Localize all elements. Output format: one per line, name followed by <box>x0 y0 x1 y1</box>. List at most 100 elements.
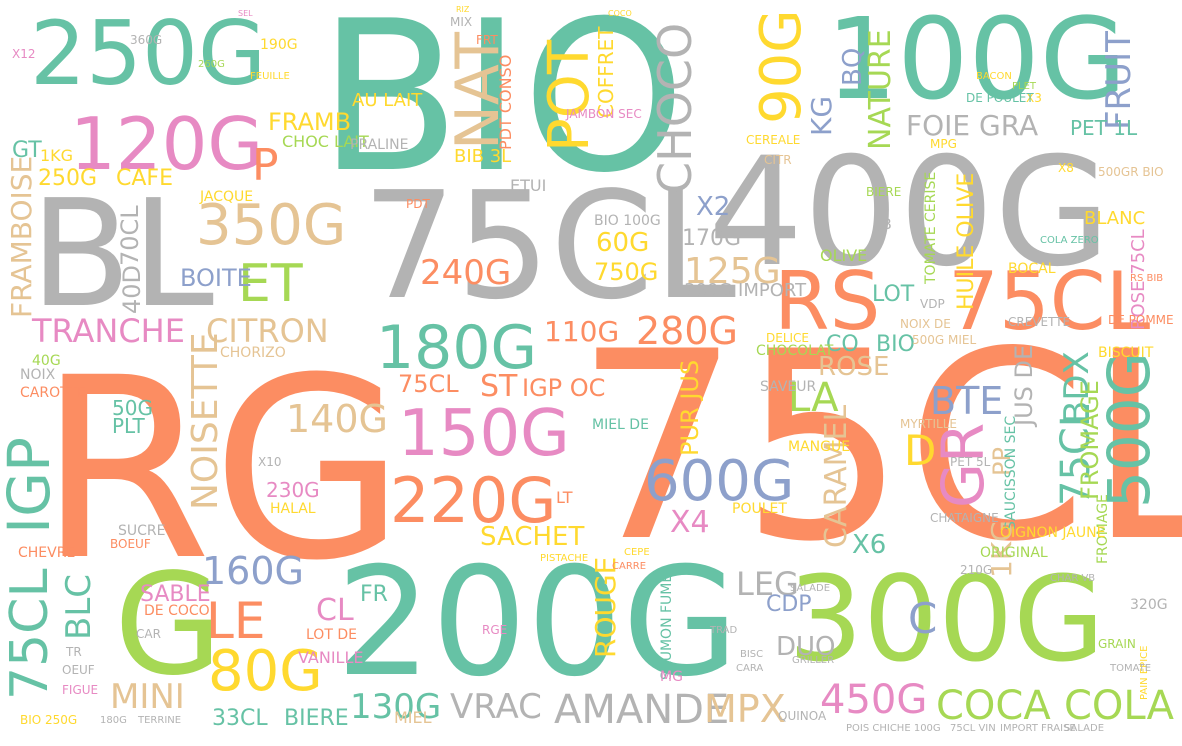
word-caramel: CARAMEL <box>819 404 854 548</box>
word-75cl-orange: 75CL <box>948 255 1151 348</box>
word-plt: PLT <box>112 414 145 438</box>
word-1kg-small: 1KG <box>40 146 74 165</box>
word-sachet: SACHET <box>480 522 585 552</box>
word-90g: 90G <box>749 9 814 124</box>
word-210g: 210G <box>960 563 993 577</box>
word-c: C <box>908 594 938 643</box>
word-cola: COLA <box>1064 683 1174 729</box>
word-coca: COCA <box>936 683 1051 729</box>
word-cara: CARA <box>736 663 764 674</box>
word-mangue: MANGUE <box>788 439 851 455</box>
word-etui: ETUI <box>510 176 547 195</box>
word-300g: 300G <box>788 550 1105 688</box>
word-choc-lait: CHOC LAIT <box>282 132 369 151</box>
word-jacque: JACQUE <box>200 189 254 205</box>
word-noix-de: NOIX DE <box>900 317 951 331</box>
word-et: ET <box>238 254 303 314</box>
word-original: ORIGINAL <box>980 545 1048 561</box>
word-salade: SALADE <box>790 583 831 594</box>
word-de-coco: DE COCO <box>144 603 210 619</box>
word-110g: 110G <box>544 315 620 348</box>
word-coco: COCO <box>608 9 632 18</box>
word-saucisson-sec: SAUCISSON SEC <box>1003 415 1019 530</box>
word-320g: 320G <box>1130 597 1168 613</box>
word-boite: BOITE <box>180 264 252 292</box>
word-mpx: MPX <box>704 687 786 731</box>
word-180g-bottom: 180G <box>100 715 127 726</box>
word-75cl-vin: 75CL VIN <box>950 723 996 734</box>
word-rg: RG <box>38 324 406 615</box>
word-125g: 125G <box>684 251 781 292</box>
word-pot: POT <box>537 39 602 152</box>
word-x10: X10 <box>258 455 282 469</box>
word-pois-chiche: POIS CHICHE 100G <box>846 723 941 734</box>
word-p: P <box>252 140 279 191</box>
word-rose: ROSE <box>818 352 890 382</box>
word-300g-import: 300G IMPORT <box>684 280 807 301</box>
word-170g: 170G <box>682 226 742 251</box>
word-co: CO <box>826 332 859 357</box>
word-saveur: SAVEUR <box>760 379 817 395</box>
word-x6: X6 <box>852 530 887 560</box>
word-bocal: BOCAL <box>1008 261 1056 277</box>
word-x8: X8 <box>1058 161 1074 175</box>
word-x4: X4 <box>670 505 710 540</box>
word-rge: RGE <box>482 623 508 637</box>
word-delice: DELICE <box>766 331 810 345</box>
word-blc: BLC <box>59 573 99 640</box>
word-bte: BTE <box>930 379 1004 423</box>
word-75cl-left: 75CL <box>0 568 60 700</box>
word-de-poulet: DE POULET <box>966 91 1034 105</box>
word-350g: 350G <box>196 193 347 258</box>
word-boeuf: BOEUF <box>110 537 151 551</box>
word-mpg: MPG <box>930 137 957 151</box>
word-g: G <box>114 544 223 707</box>
word-bio-small: BIO <box>876 332 915 357</box>
word-pet-1l: PET 1L <box>1070 116 1138 140</box>
word-leg: LEG <box>736 565 799 603</box>
word-bio-100g: BIO 100G <box>594 213 661 229</box>
word-sable: SABLE <box>140 582 211 607</box>
word-pdt-conso: PDT CONSO <box>496 54 515 150</box>
word-500g-miel: 500G MIEL <box>912 333 977 347</box>
word-carre: CARRE <box>612 561 647 572</box>
word-140g: 140G <box>286 397 388 441</box>
word-cepe: CEPE <box>624 547 650 558</box>
word-igp: IGP <box>0 436 63 534</box>
word-bq: BQ <box>838 47 868 86</box>
word-x3: X3 <box>1026 91 1042 105</box>
word-tomate: TOMATE <box>1110 663 1152 674</box>
word-bio-large: BIO <box>318 0 686 219</box>
word-70cl: 70CL <box>116 205 144 266</box>
word-coffret: COFFRET <box>594 26 618 118</box>
word-d: D <box>904 426 937 475</box>
word-fromage: FROMAGE <box>1076 380 1104 500</box>
word-trad: TRAD <box>710 625 738 636</box>
word-mini: MINI <box>110 677 185 717</box>
word-750g: 750G <box>594 258 659 286</box>
word-cereale: CEREALE <box>746 133 801 147</box>
word-chocolat: CHOCOLAT <box>756 343 834 359</box>
word-80g: 80G <box>208 639 323 704</box>
word-500g: 500G <box>1095 352 1163 508</box>
word-duo: DUO <box>776 632 836 662</box>
word-250g-small: 250G <box>38 166 98 191</box>
word-lt: LT <box>556 488 573 507</box>
word-jb: JB <box>878 217 892 233</box>
word-salade-bottom: SALADE <box>1064 723 1105 734</box>
word-120g: 120G <box>70 102 264 186</box>
word-pdt: PDT <box>406 197 430 211</box>
word-st: ST <box>480 369 518 404</box>
word-pistache: PISTACHE <box>540 553 589 564</box>
word-mix: MIX <box>450 15 473 29</box>
word-le: LE <box>206 592 266 650</box>
word-pet-5l: PET 5L <box>950 455 991 469</box>
word-190g: 190G <box>260 37 298 53</box>
word-nature: NATURE <box>863 29 898 150</box>
word-praline: PRALINE <box>350 137 409 153</box>
word-vrac: VRAC <box>450 687 542 727</box>
word-miel: MIEL <box>394 708 432 727</box>
word-grain: GRAIN <box>1098 637 1136 651</box>
word-bisc: BISC <box>740 649 764 660</box>
word-cdp: CDP <box>766 592 812 617</box>
